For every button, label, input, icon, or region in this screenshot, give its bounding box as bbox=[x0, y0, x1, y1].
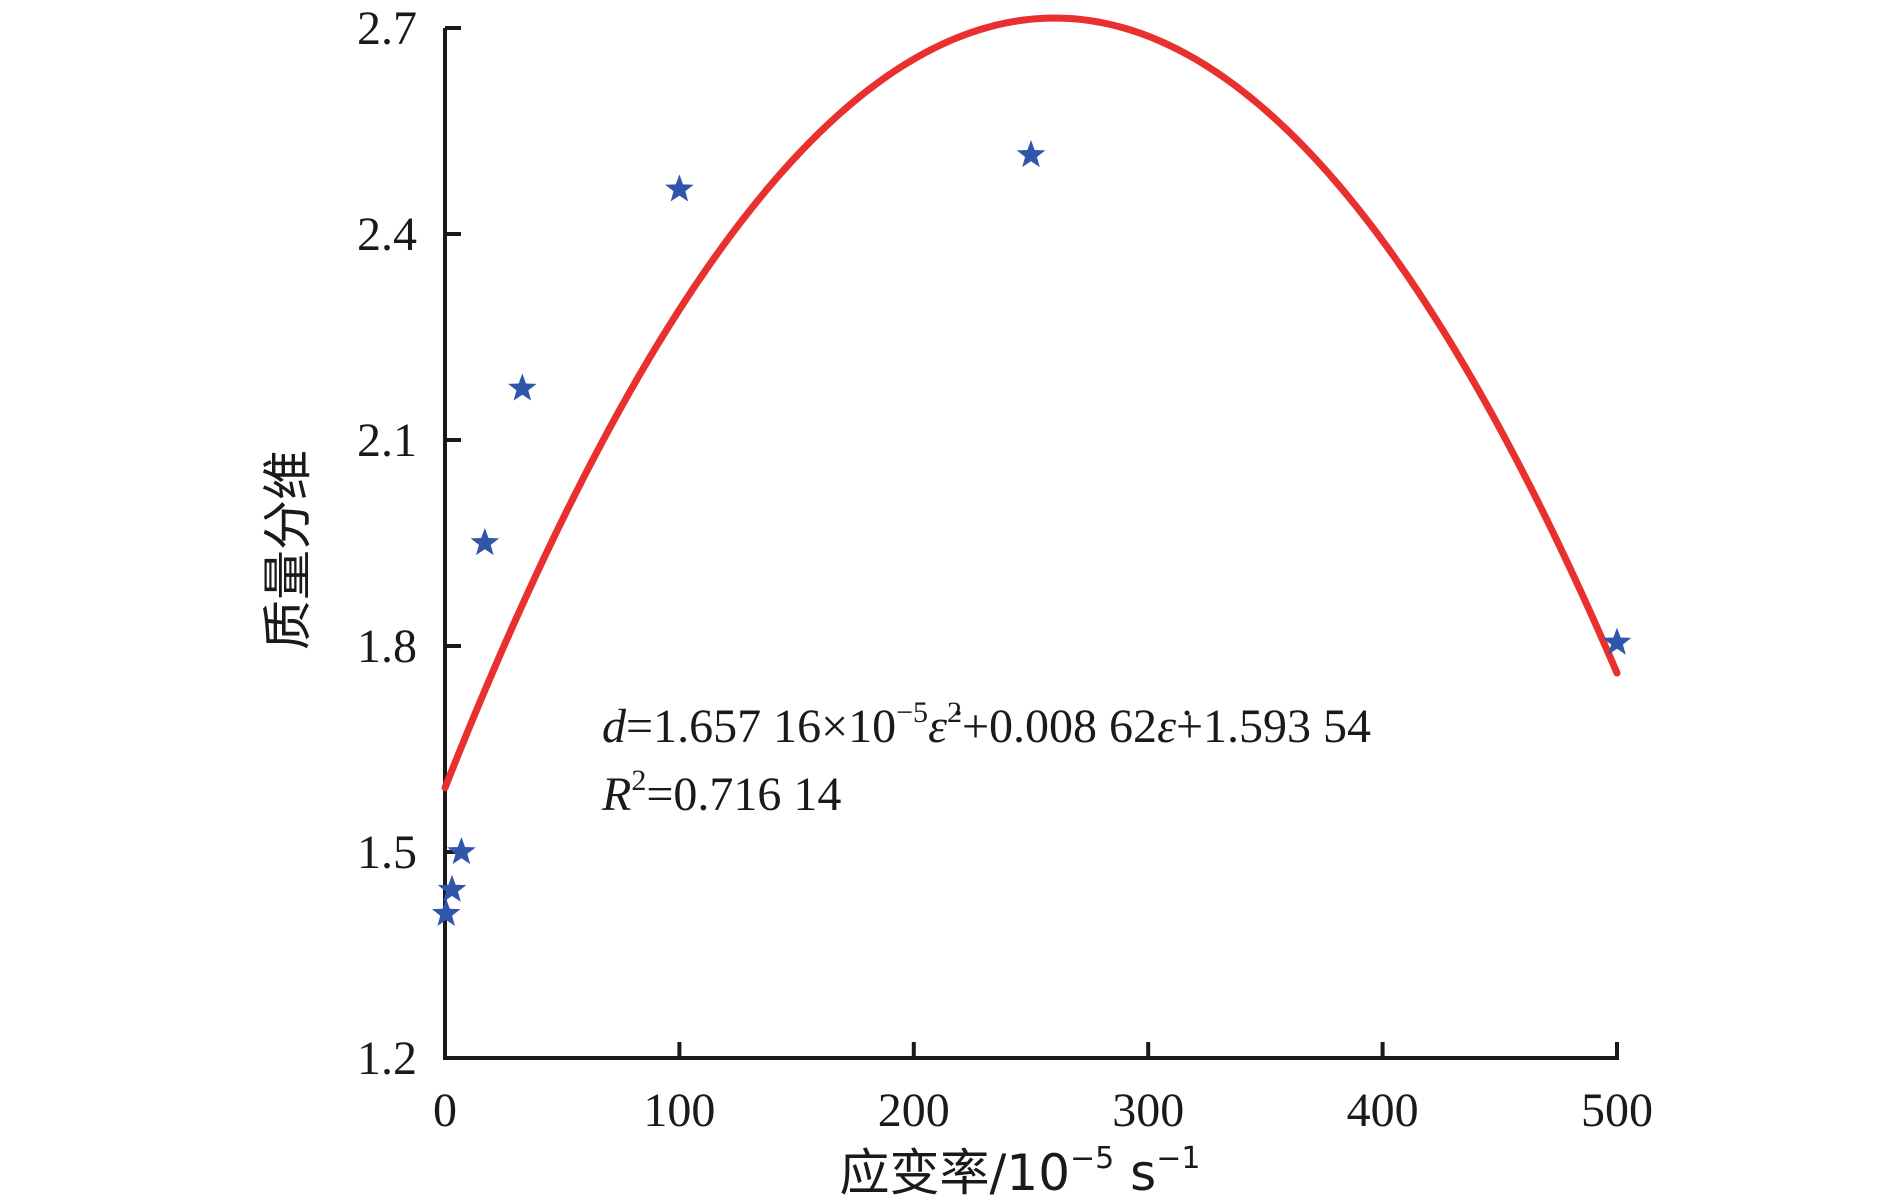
y-tick-label: 1.5 bbox=[357, 826, 417, 879]
x-axis-title-unit: s bbox=[1130, 1144, 1156, 1202]
r-val: =0.716 14 bbox=[646, 768, 841, 821]
data-point bbox=[431, 898, 461, 926]
eq-sq: 2 bbox=[947, 696, 962, 729]
x-tick-label: 500 bbox=[1581, 1084, 1653, 1137]
y-tick-label: 2.1 bbox=[357, 414, 417, 467]
eq-mid: +0.008 62 bbox=[962, 700, 1157, 753]
x-tick-label: 400 bbox=[1347, 1084, 1419, 1137]
fit-curve bbox=[441, 14, 1621, 792]
data-point bbox=[1602, 627, 1632, 655]
r-squared: R2=0.716 14 bbox=[601, 764, 841, 821]
data-point bbox=[1016, 140, 1046, 168]
fit-equation: d=1.657 16×10−5ε̇2+0.008 62ε̇+1.593 54 bbox=[602, 696, 1371, 753]
data-point bbox=[470, 528, 500, 556]
data-point bbox=[665, 174, 694, 202]
r-sq: 2 bbox=[631, 764, 646, 797]
y-axis-title: 质量分维 bbox=[259, 450, 317, 650]
x-axis-title-exp: −5 bbox=[1070, 1141, 1114, 1176]
x-tick-label: 200 bbox=[878, 1084, 950, 1137]
x-tick-label: 100 bbox=[643, 1084, 715, 1137]
data-point bbox=[508, 373, 537, 401]
x-tick-label: 0 bbox=[433, 1084, 457, 1137]
y-axis: 1.2 1.5 1.8 2.1 2.4 2.7 bbox=[357, 2, 461, 1085]
data-point bbox=[447, 837, 476, 865]
x-axis: 0 100 200 300 400 500 bbox=[433, 1042, 1653, 1137]
data-point bbox=[437, 874, 467, 902]
y-tick-label: 2.7 bbox=[357, 2, 417, 55]
eq-var: d bbox=[602, 700, 627, 753]
eq-end: +1.593 54 bbox=[1176, 700, 1371, 753]
x-axis-title: 应变率/10−5 s−1 bbox=[840, 1141, 1201, 1202]
eq-exp1: −5 bbox=[896, 696, 928, 729]
scatter-points bbox=[431, 140, 1632, 926]
fit-curve-group bbox=[441, 14, 1621, 792]
x-axis-title-main: 应变率/10 bbox=[840, 1144, 1070, 1202]
y-tick-label: 1.2 bbox=[357, 1032, 417, 1085]
x-tick-label: 300 bbox=[1112, 1084, 1184, 1137]
y-tick-label: 2.4 bbox=[357, 208, 417, 261]
eq-coef1: =1.657 16×10 bbox=[626, 700, 896, 753]
y-tick-label: 1.8 bbox=[357, 620, 417, 673]
r-var: R bbox=[601, 768, 631, 821]
x-axis-title-unit-exp: −1 bbox=[1156, 1141, 1200, 1176]
